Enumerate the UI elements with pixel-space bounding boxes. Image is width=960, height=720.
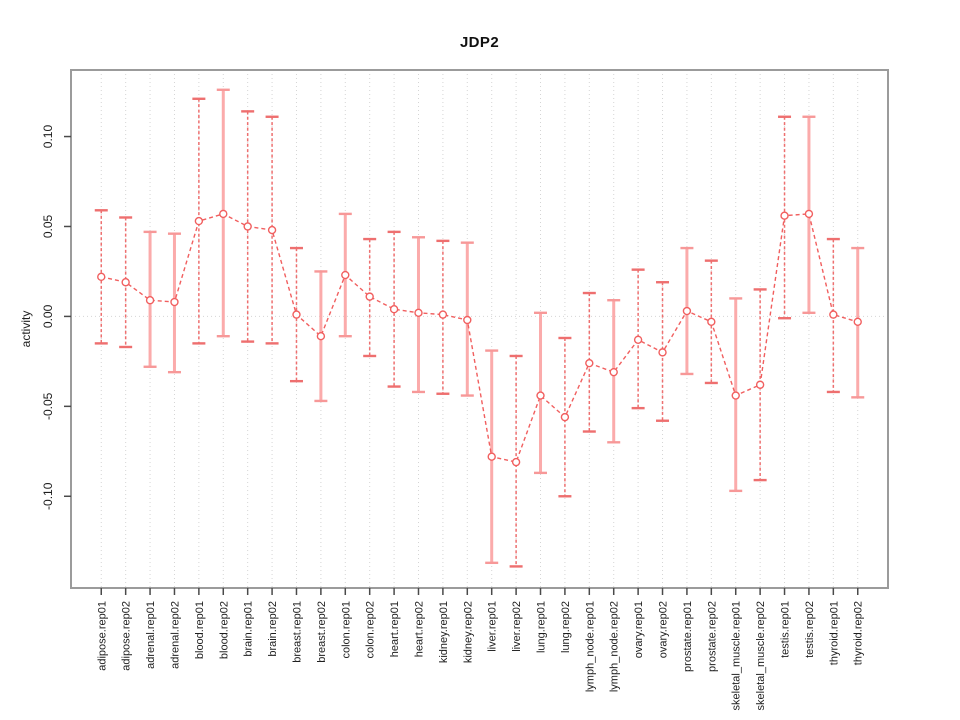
data-point-marker <box>316 331 326 341</box>
x-tick-label: breast.rep02 <box>316 601 328 663</box>
data-point-marker <box>219 209 228 219</box>
x-tick-label: colon.rep02 <box>365 601 377 659</box>
data-point-marker <box>365 292 374 301</box>
x-tick-label: ovary.rep02 <box>658 601 670 658</box>
data-point-marker <box>341 270 350 280</box>
x-tick-label: blood.rep01 <box>194 601 206 659</box>
x-tick-label: skeletal_muscle.rep01 <box>731 601 743 710</box>
data-point-marker <box>487 452 496 461</box>
data-point-marker <box>97 272 106 282</box>
x-tick-label: kidney.rep02 <box>462 601 474 663</box>
y-tick-label: -0.10 <box>41 482 55 510</box>
y-tick-label: -0.05 <box>41 392 55 420</box>
data-point-marker <box>633 335 643 344</box>
data-point-marker <box>463 315 472 325</box>
series-line <box>101 213 858 463</box>
x-tick-label: lung.rep02 <box>560 601 572 653</box>
data-point-marker <box>145 296 155 305</box>
data-point-marker <box>267 225 277 235</box>
x-tick-label: liver.rep01 <box>487 601 499 652</box>
data-point-marker <box>389 305 399 314</box>
data-point-marker <box>853 317 862 327</box>
y-tick-label: 0.05 <box>41 214 55 238</box>
plot-frame <box>70 69 889 589</box>
y-tick-label: 0.00 <box>41 304 55 328</box>
x-tick-label: colon.rep01 <box>340 601 352 659</box>
data-point-marker <box>292 310 301 319</box>
x-tick-label: blood.rep02 <box>218 601 230 659</box>
data-point-marker <box>609 367 618 377</box>
x-tick-label: heart.rep02 <box>413 601 425 657</box>
data-point-marker <box>194 216 204 226</box>
data-point-marker <box>682 306 692 316</box>
x-tick-label: adrenal.rep02 <box>169 601 181 669</box>
x-tick-label: skeletal_muscle.rep02 <box>755 601 767 710</box>
data-point-marker <box>536 391 545 400</box>
data-point-marker <box>414 308 423 318</box>
x-tick-label: brain.rep01 <box>243 601 255 657</box>
x-tick-label: testis.rep02 <box>804 601 816 658</box>
data-point-marker <box>121 278 130 287</box>
data-point-marker <box>170 297 179 307</box>
x-tick-label: prostate.rep01 <box>682 601 694 672</box>
data-point-marker <box>804 209 814 219</box>
x-tick-label: heart.rep01 <box>389 601 401 657</box>
x-tick-label: prostate.rep02 <box>706 601 718 672</box>
plot-title: JDP2 <box>459 34 500 51</box>
x-tick-label: liver.rep02 <box>511 601 523 652</box>
data-point-marker <box>658 348 667 357</box>
data-point-marker <box>731 391 740 400</box>
x-tick-label: kidney.rep01 <box>438 601 450 663</box>
x-tick-label: lymph_node.rep01 <box>584 601 596 692</box>
x-tick-label: ovary.rep01 <box>633 601 645 658</box>
x-tick-label: testis.rep01 <box>780 601 792 658</box>
data-point-marker <box>243 222 252 231</box>
x-tick-label: lymph_node.rep02 <box>609 601 621 692</box>
x-tick-label: adipose.rep02 <box>121 601 133 671</box>
data-point-marker <box>511 457 521 467</box>
data-point-marker <box>585 358 594 368</box>
data-point-marker <box>707 317 716 327</box>
y-tick-label: 0.10 <box>41 125 55 149</box>
x-tick-label: breast.rep01 <box>291 601 303 663</box>
data-point-marker <box>560 412 570 422</box>
x-tick-label: adipose.rep01 <box>96 601 108 671</box>
data-point-marker <box>829 310 838 319</box>
x-tick-label: thyroid.rep02 <box>853 601 865 665</box>
x-tick-label: lung.rep01 <box>536 601 548 653</box>
x-tick-label: thyroid.rep01 <box>828 601 840 665</box>
data-point-marker <box>755 380 765 389</box>
data-point-marker <box>438 310 448 319</box>
data-point-marker <box>780 211 789 220</box>
x-tick-label: adrenal.rep01 <box>145 601 157 669</box>
x-tick-label: brain.rep02 <box>267 601 279 657</box>
